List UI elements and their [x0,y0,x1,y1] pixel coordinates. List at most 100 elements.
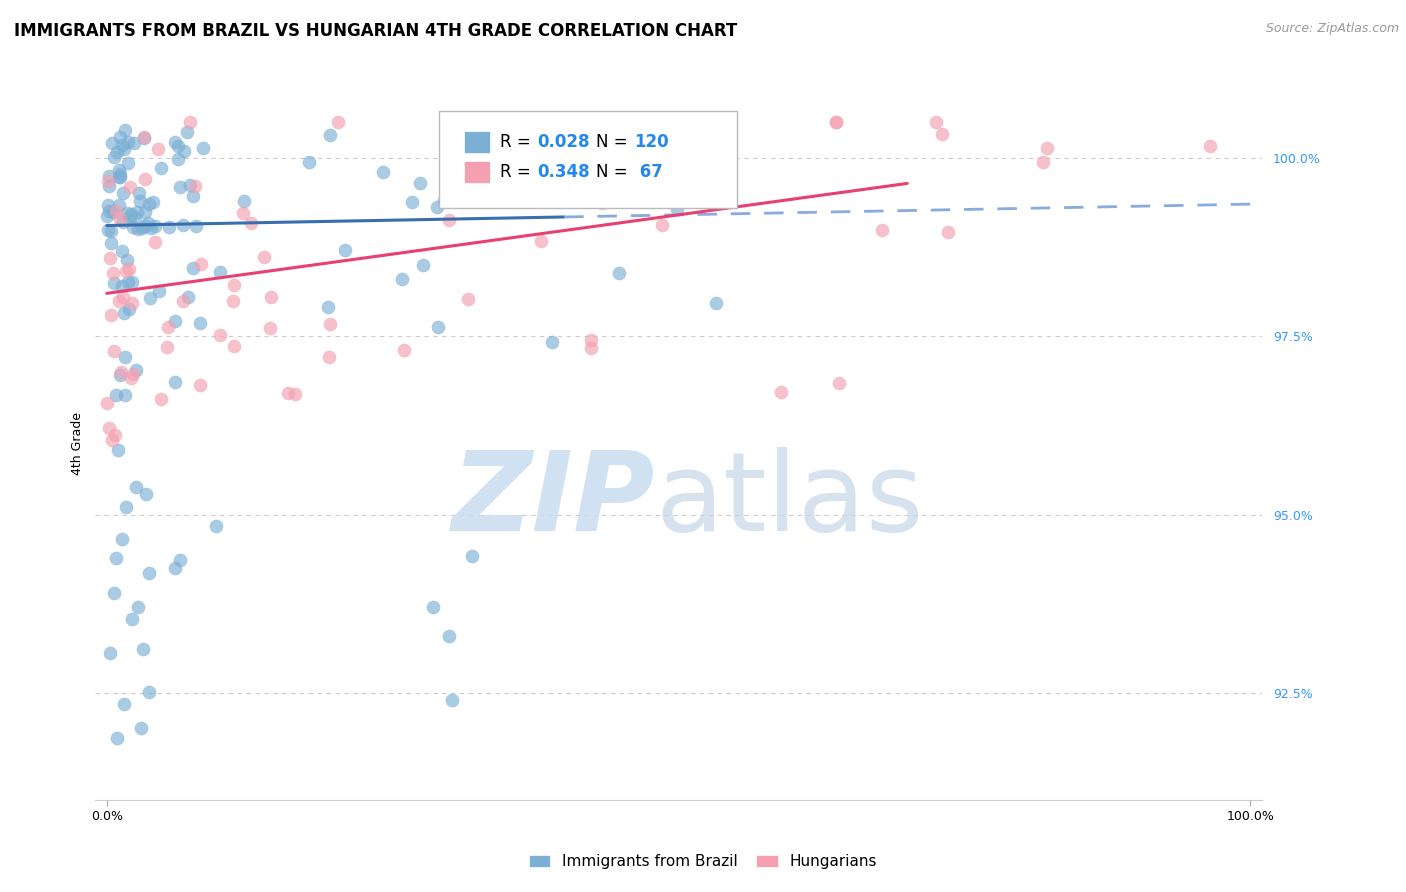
Point [149,392,172,406]
Point [181,261,204,276]
Point [181,189,204,203]
Point [104,550,127,565]
Point [104,428,127,442]
Point [190,316,212,330]
Point [208,265,231,279]
Point [825,115,848,129]
Point [111,244,134,259]
Point [108,294,131,309]
Point [439,629,461,643]
Point [129,721,152,735]
Point [122,219,145,234]
Point [122,136,145,150]
Point [546,190,568,204]
Text: N =: N = [596,133,633,151]
Point [143,219,166,233]
Point [183,179,205,194]
Point [828,376,851,390]
Point [118,301,141,316]
Point [122,367,145,381]
Point [120,207,142,221]
Point [111,290,134,304]
Text: N =: N = [596,163,633,181]
FancyBboxPatch shape [464,161,489,184]
Point [97,421,120,435]
Point [98,251,121,265]
Point [111,532,134,546]
Point [169,553,191,567]
Point [105,388,128,402]
Point [103,205,125,219]
Point [136,216,159,230]
Point [401,194,423,209]
Point [105,204,128,219]
Point [460,549,482,564]
Point [591,141,613,155]
Point [108,129,131,144]
Text: atlas: atlas [655,447,924,554]
Point [97,174,120,188]
Point [134,130,156,145]
Point [138,566,160,581]
Point [157,319,180,334]
Point [96,223,118,237]
Point [172,294,194,309]
Point [437,212,460,227]
Point [232,206,254,220]
Point [607,266,630,280]
Point [222,294,245,309]
Point [297,155,319,169]
Point [96,396,118,410]
Point [134,172,156,186]
Point [222,339,245,353]
Point [107,169,129,184]
Point [141,221,163,235]
Point [149,161,172,176]
Point [391,272,413,286]
Point [112,306,135,320]
Point [100,308,122,322]
Point [110,365,132,379]
Point [117,275,139,289]
Point [108,198,131,212]
Point [426,200,449,214]
Point [190,257,212,271]
Point [105,145,128,159]
Point [173,144,195,158]
Point [105,731,128,746]
Point [110,368,132,383]
FancyBboxPatch shape [464,130,489,153]
Point [127,600,149,615]
Point [100,224,122,238]
Point [328,115,350,129]
Point [120,371,142,385]
Point [704,296,727,310]
Point [1036,140,1059,154]
Point [936,225,959,239]
Point [530,234,553,248]
Point [319,318,342,332]
Point [433,194,456,209]
Point [134,219,156,233]
Point [108,167,131,181]
Point [132,641,155,656]
Point [118,261,141,276]
Point [316,300,339,314]
Point [103,343,125,358]
Point [579,342,602,356]
Point [115,500,138,514]
Point [169,180,191,194]
Point [669,115,692,129]
Point [1198,138,1220,153]
Point [96,209,118,223]
Point [259,320,281,334]
Point [208,328,231,343]
Point [319,128,342,142]
Point [111,215,134,229]
Point [100,434,122,448]
Point [98,179,121,194]
Point [101,136,124,151]
Point [824,115,846,129]
Point [591,196,613,211]
Point [100,236,122,251]
